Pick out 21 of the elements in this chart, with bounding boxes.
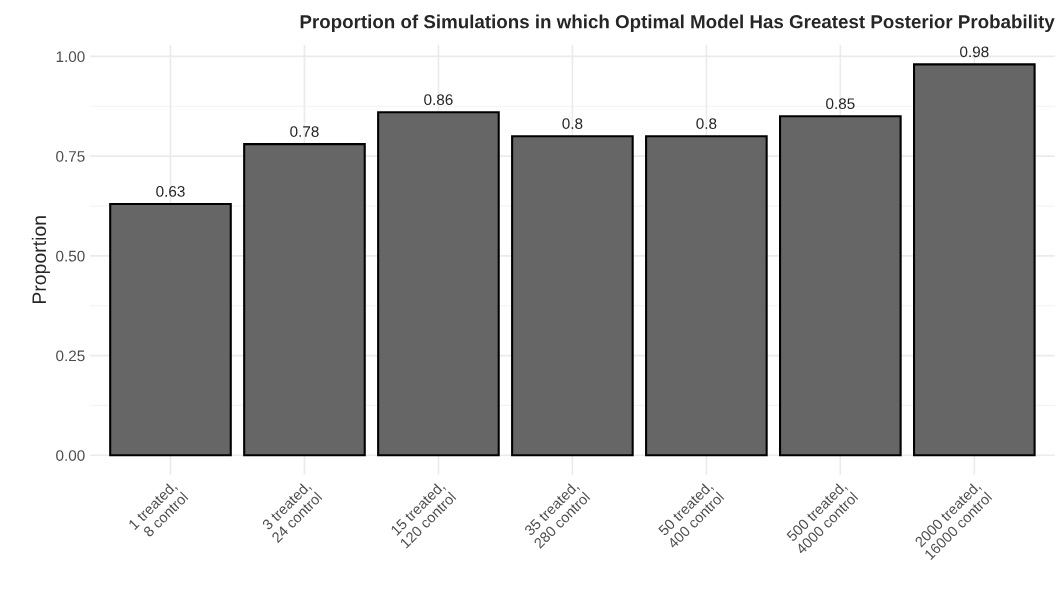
data-label: 0.85 xyxy=(826,98,855,110)
data-label: 0.8 xyxy=(562,118,583,129)
data-label: 0.78 xyxy=(290,126,319,137)
bar xyxy=(109,202,232,457)
bar xyxy=(377,111,500,457)
y-tick-label: 0.75 xyxy=(56,151,85,162)
y-tick-label: 1.00 xyxy=(56,51,85,63)
data-label: 0.98 xyxy=(960,46,989,58)
bar xyxy=(645,135,768,457)
chart-title: Proportion of Simulations in which Optimal Model Has Greatest Posterior Probability xyxy=(300,14,1055,33)
y-tick-label: 0.50 xyxy=(56,250,85,262)
bar xyxy=(912,63,1036,457)
y-tick-label: 0.00 xyxy=(56,450,85,461)
data-label: 0.8 xyxy=(696,118,717,129)
bar xyxy=(243,143,366,457)
y-tick-label: 0.25 xyxy=(56,350,85,362)
bar xyxy=(511,135,634,457)
bar xyxy=(779,115,902,457)
data-label: 0.63 xyxy=(156,185,185,197)
data-label: 0.86 xyxy=(424,94,453,106)
y-axis-title: Proportion xyxy=(31,216,50,304)
